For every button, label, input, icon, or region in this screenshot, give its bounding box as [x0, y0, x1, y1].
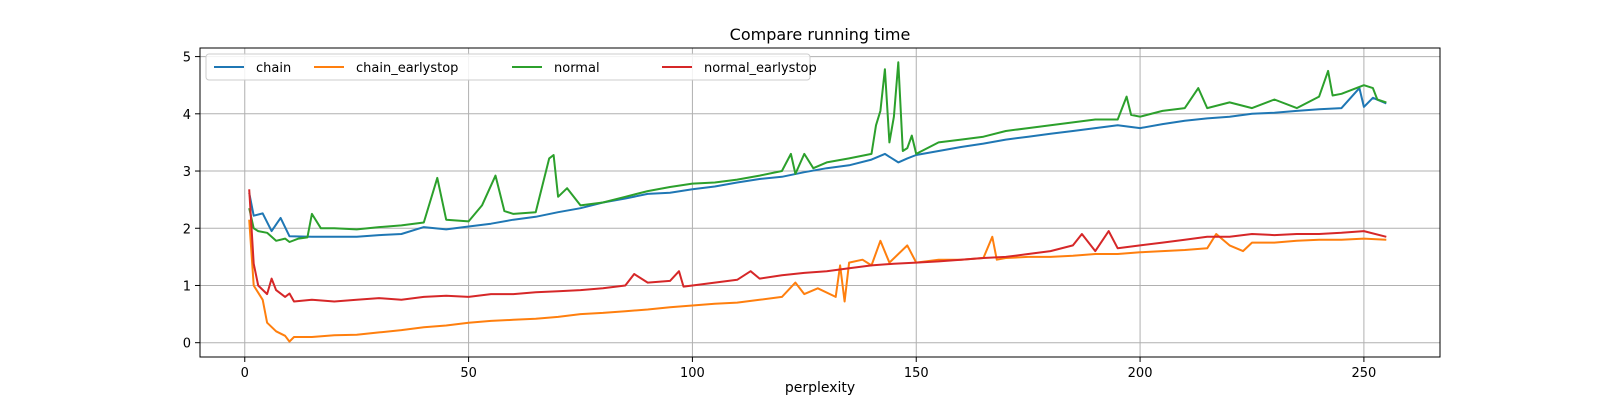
y-tick-label: 2 [183, 222, 191, 237]
legend-label: normal_earlystop [704, 61, 817, 76]
legend-label: normal [554, 61, 600, 76]
legend-box [205, 53, 811, 81]
x-tick-label: 250 [1351, 366, 1376, 381]
series-line-chain_earlystop [248, 219, 1387, 343]
series-line-normal [248, 61, 1387, 243]
x-axis: 0 50 100 150 200 250 [241, 357, 1376, 381]
series-lines [248, 61, 1387, 343]
y-tick-label: 1 [183, 279, 191, 294]
series-line-chain [248, 87, 1387, 238]
x-tick-label: 150 [904, 366, 929, 381]
y-axis: 0 1 2 3 4 5 [183, 51, 200, 352]
legend: chain chain_earlystop normal normal_earlyst… [205, 53, 817, 81]
chart-title: Compare running time [730, 25, 911, 44]
plot-frame [199, 47, 1441, 358]
x-tick-label: 50 [460, 366, 477, 381]
series-line-normal_earlystop [248, 189, 1387, 303]
x-tick-label: 0 [241, 366, 249, 381]
y-tick-label: 3 [183, 165, 191, 180]
x-tick-label: 200 [1128, 366, 1153, 381]
y-tick-label: 0 [183, 337, 191, 352]
grid [200, 48, 1440, 357]
y-tick-label: 5 [183, 51, 191, 66]
legend-label: chain_earlystop [356, 61, 458, 76]
x-tick-label: 100 [680, 366, 705, 381]
x-axis-label: perplexity [785, 380, 855, 396]
legend-label: chain [256, 61, 291, 76]
y-tick-label: 4 [183, 108, 191, 123]
